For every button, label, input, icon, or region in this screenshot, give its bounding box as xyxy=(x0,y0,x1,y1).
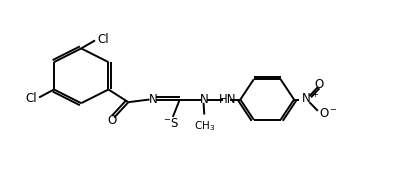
Text: O: O xyxy=(107,114,116,127)
Text: N: N xyxy=(200,93,209,106)
Text: N$^+$: N$^+$ xyxy=(301,91,320,107)
Text: Cl: Cl xyxy=(97,33,109,46)
Text: CH$_3$: CH$_3$ xyxy=(194,120,215,133)
Text: O: O xyxy=(314,78,323,91)
Text: O$^-$: O$^-$ xyxy=(319,107,339,120)
Text: $^{-}$S: $^{-}$S xyxy=(162,117,179,130)
Text: N: N xyxy=(149,93,158,106)
Text: Cl: Cl xyxy=(25,92,37,105)
Text: HN: HN xyxy=(219,93,236,106)
